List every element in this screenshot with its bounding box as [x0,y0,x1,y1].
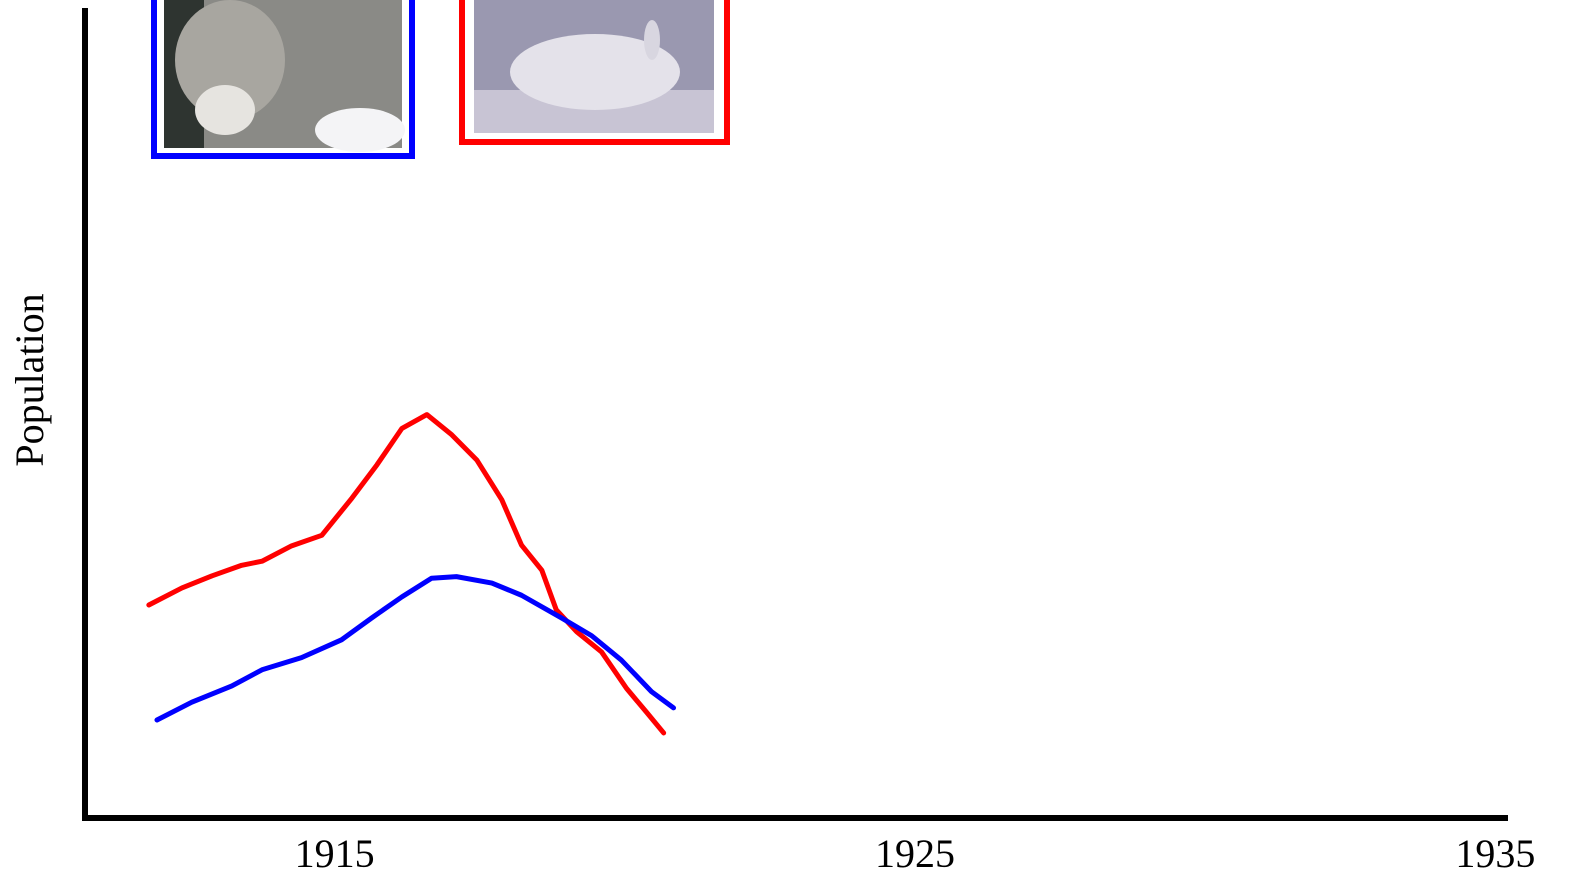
hare-photo [459,0,730,145]
x-tick-label: 1935 [1455,831,1535,876]
x-tick-label: 1925 [875,831,955,876]
series-line [146,412,667,736]
x-tick-label: 1915 [295,831,375,876]
y-axis-label: Population [7,293,52,466]
series-line [154,574,677,723]
lynx-photo [151,0,415,159]
